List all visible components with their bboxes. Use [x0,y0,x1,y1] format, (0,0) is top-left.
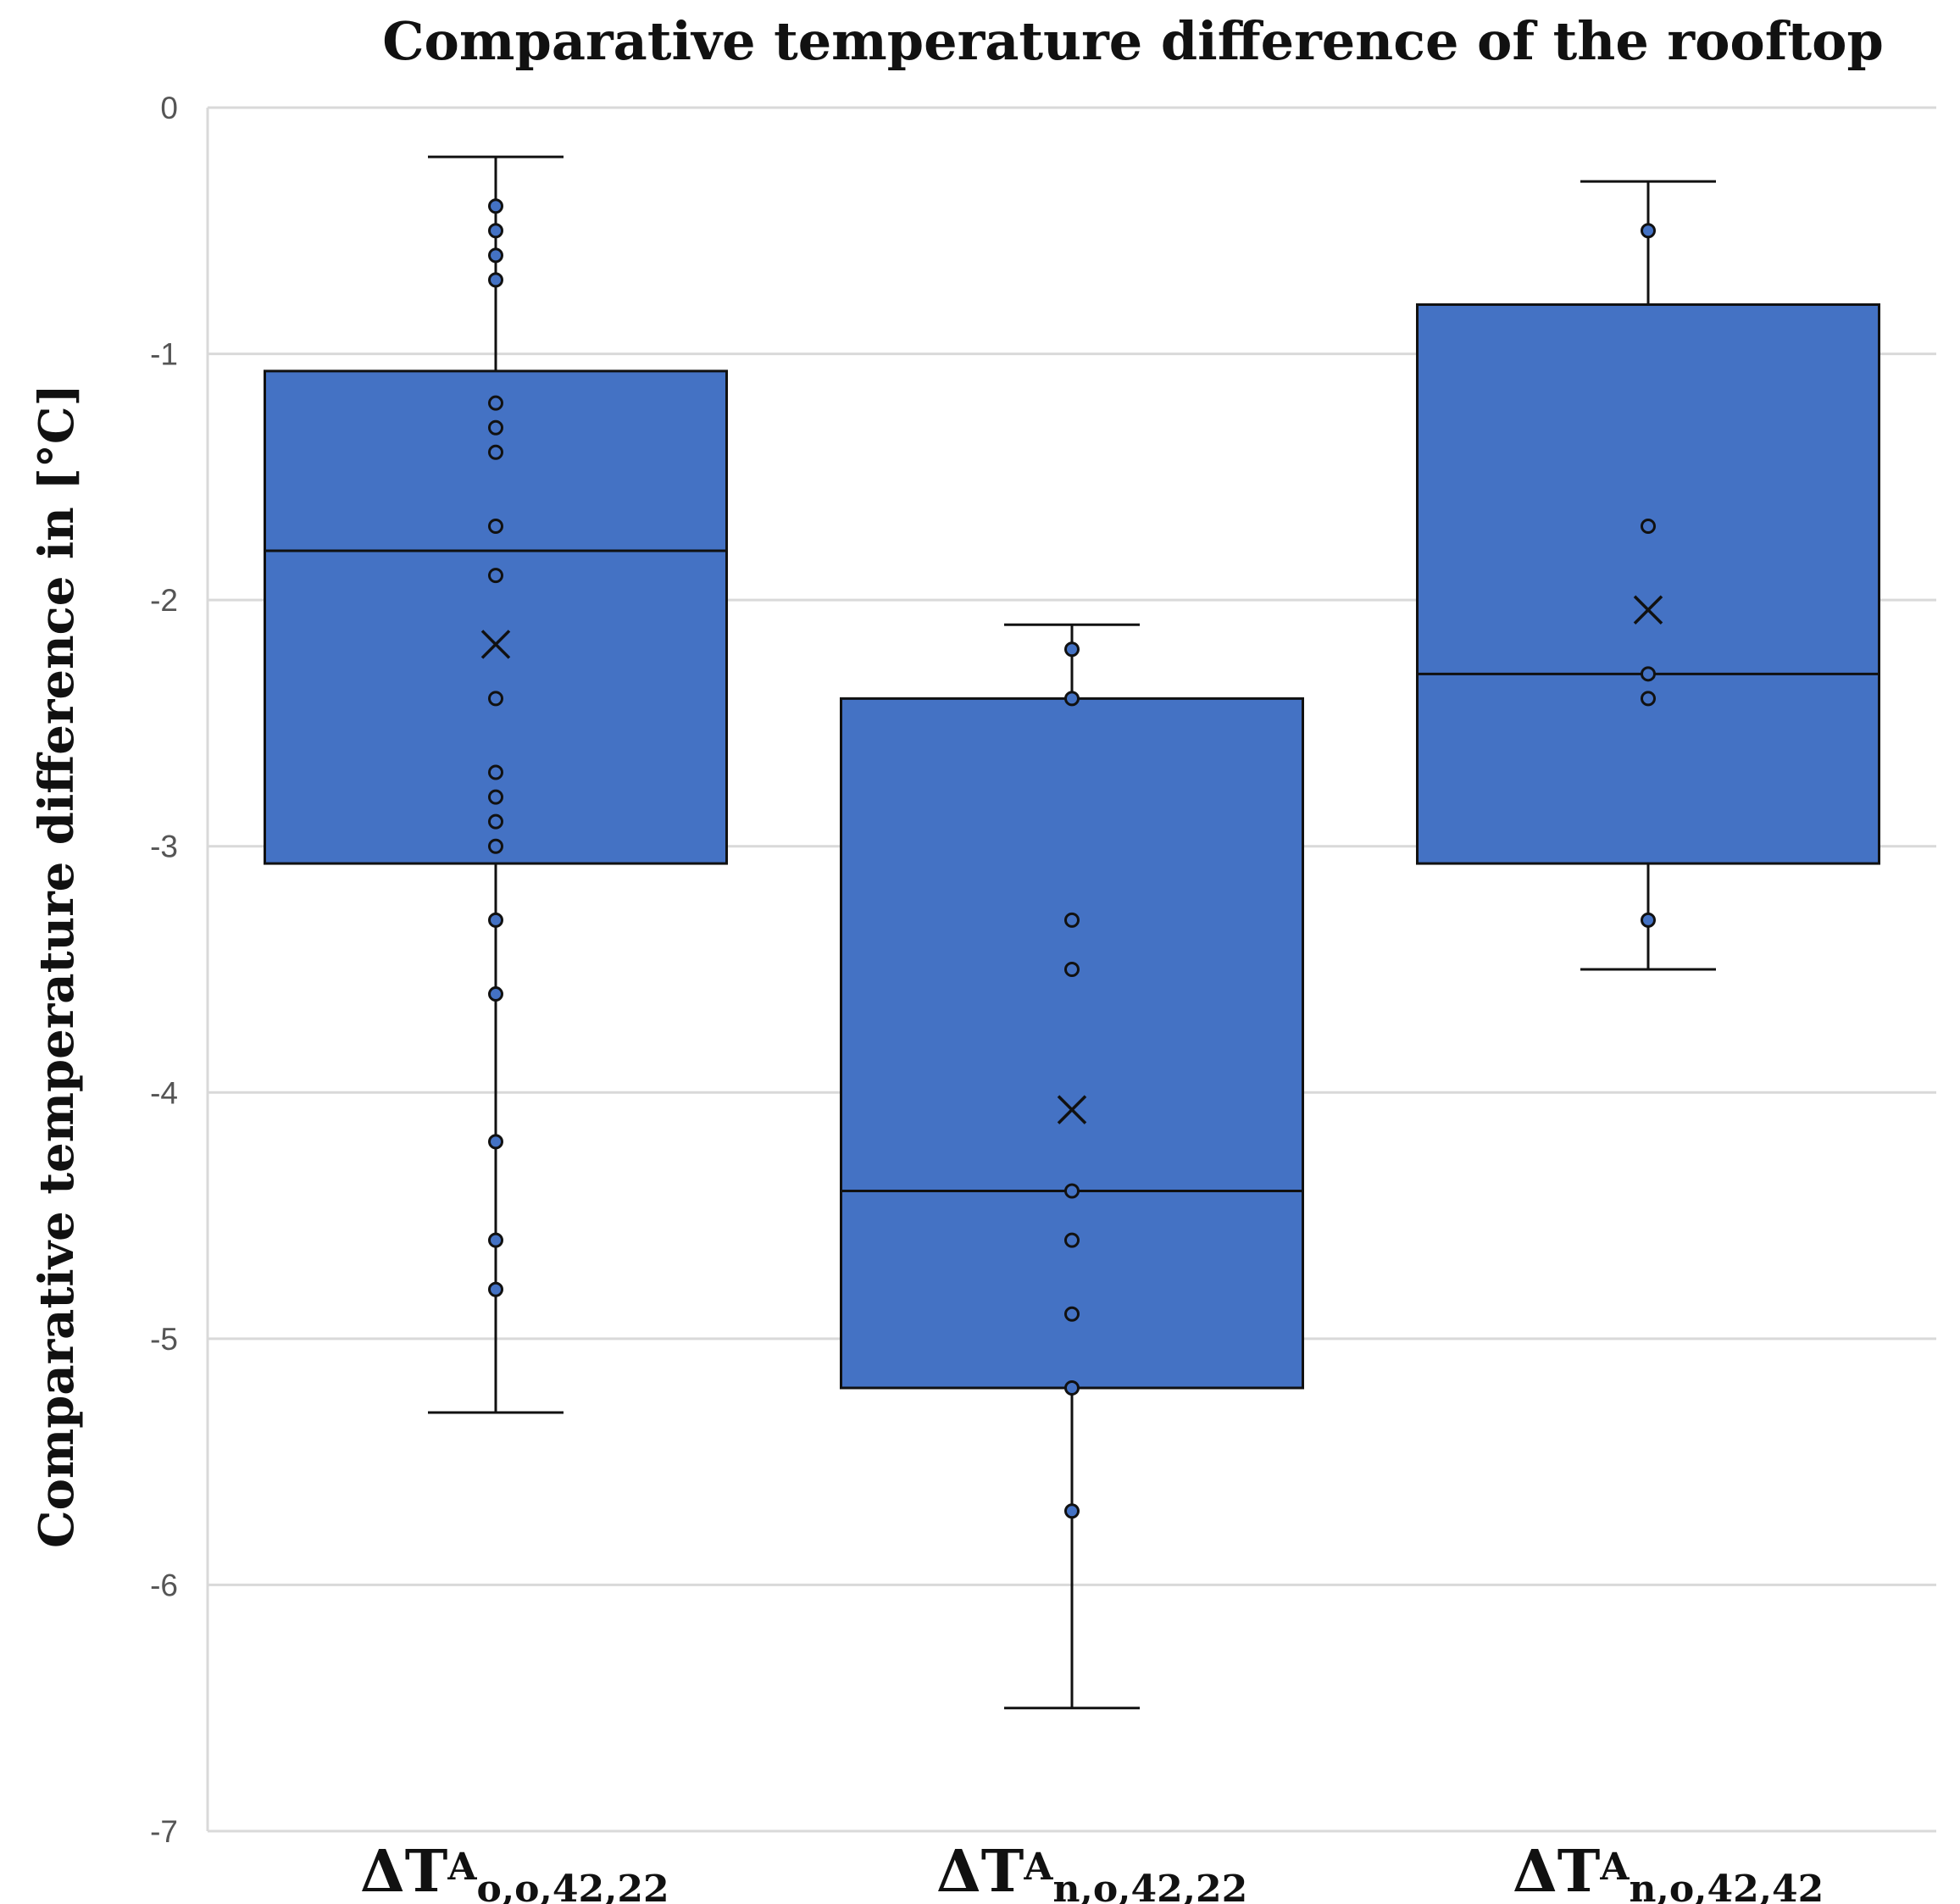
data-point [1064,1232,1080,1248]
data-point [488,395,503,411]
data-point [488,198,503,214]
data-point [1641,518,1656,534]
data-point [488,691,503,707]
data-point [1064,1503,1080,1519]
mean-marker-stroke [480,630,511,659]
category-label-main: ΔT [1513,1838,1600,1904]
data-point [488,1134,503,1150]
data-point [488,838,503,854]
data-point [488,444,503,460]
category-label-sub: n,o,42,22 [1053,1868,1248,1904]
iqr-box [840,697,1304,1390]
box-group [840,623,1304,1710]
y-tick-label: -3 [150,830,178,864]
data-point [1064,912,1080,928]
category-label: ΔTAo,o,42,22 [360,1838,669,1904]
data-point [1064,641,1080,658]
mean-marker [1057,1095,1087,1124]
data-point [1064,1183,1080,1199]
data-point [488,1281,503,1297]
data-point [1064,691,1080,707]
data-point [488,272,503,288]
y-tick-label: -4 [150,1075,178,1110]
y-tick-label: -1 [150,337,178,372]
data-point [488,912,503,928]
data-point [1641,691,1656,707]
data-point [1064,1306,1080,1322]
data-point [488,568,503,584]
data-point [488,764,503,780]
category-label-sup: A [1599,1846,1630,1889]
y-tick-labels: 0 -1 -2 -3 -4 -5 -6 -7 [150,91,178,1849]
y-axis-label: Comparative temperature difference in [°… [29,384,85,1548]
box-group [1416,180,1880,971]
mean-marker-stroke [1057,1095,1087,1124]
category-label-main: ΔT [936,1838,1024,1904]
category-label-sup: A [1023,1846,1053,1889]
iqr-box [1416,303,1880,865]
category-label-sub: n,o,42,42 [1630,1868,1824,1904]
boxes [264,155,1880,1710]
category-label-main: ΔT [360,1838,447,1904]
category-label: ΔTAn,o,42,22 [936,1838,1247,1904]
y-tick-label: -6 [150,1568,178,1602]
data-point [1641,666,1656,682]
data-point [488,789,503,805]
data-point [488,223,503,239]
data-point [488,1232,503,1248]
y-tick-label: -5 [150,1322,178,1357]
data-point [488,247,503,264]
y-tick-label: -7 [150,1814,178,1849]
mean-marker [1633,595,1663,625]
data-point [1064,1379,1080,1396]
y-tick-label: 0 [160,91,178,125]
data-point [1641,912,1656,928]
data-point [488,419,503,436]
box-group [264,155,728,1414]
data-point [1641,223,1656,239]
data-point [488,813,503,830]
chart-title: Comparative temperature difference of th… [382,10,1884,72]
mean-marker-stroke [1633,595,1663,625]
category-labels: ΔTAo,o,42,22 ΔTAn,o,42,22 ΔTAn,o,42,42 [360,1838,1824,1904]
category-label: ΔTAn,o,42,42 [1513,1838,1824,1904]
category-label-sup: A [447,1846,477,1889]
data-point [488,518,503,534]
data-point [1064,962,1080,977]
mean-marker [480,630,511,659]
y-tick-label: -2 [150,583,178,618]
category-label-sub: o,o,42,22 [477,1868,669,1904]
data-point [488,986,503,1002]
